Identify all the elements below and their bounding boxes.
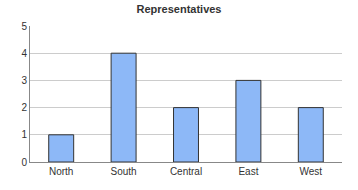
svg-text:Central: Central: [170, 166, 202, 177]
svg-text:4: 4: [21, 48, 27, 59]
svg-text:Representatives: Representatives: [137, 3, 222, 15]
svg-text:South: South: [111, 166, 137, 177]
svg-text:East: East: [238, 166, 258, 177]
svg-text:1: 1: [21, 129, 27, 140]
svg-text:3: 3: [21, 75, 27, 86]
svg-text:5: 5: [21, 21, 27, 32]
svg-text:2: 2: [21, 102, 27, 113]
svg-text:West: West: [299, 166, 322, 177]
svg-text:0: 0: [21, 157, 27, 168]
svg-text:North: North: [49, 166, 73, 177]
